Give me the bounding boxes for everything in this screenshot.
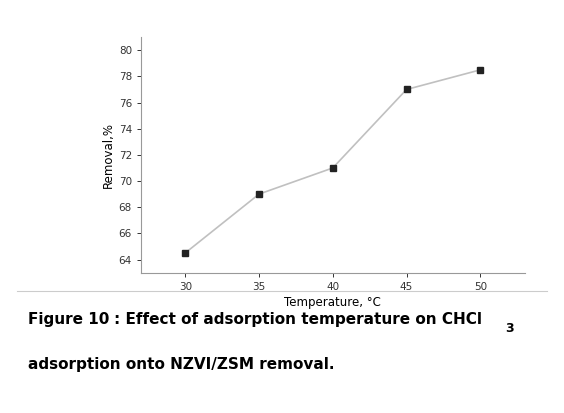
Text: Figure 10: Figure 10 xyxy=(28,312,109,327)
Text: 3: 3 xyxy=(505,322,514,335)
Text: : Effect of adsorption temperature on CHCl: : Effect of adsorption temperature on CH… xyxy=(114,312,482,327)
Text: adsorption onto NZVI/ZSM removal.: adsorption onto NZVI/ZSM removal. xyxy=(28,357,334,372)
Y-axis label: Removal,%: Removal,% xyxy=(102,122,114,188)
X-axis label: Temperature, °C: Temperature, °C xyxy=(284,296,381,309)
